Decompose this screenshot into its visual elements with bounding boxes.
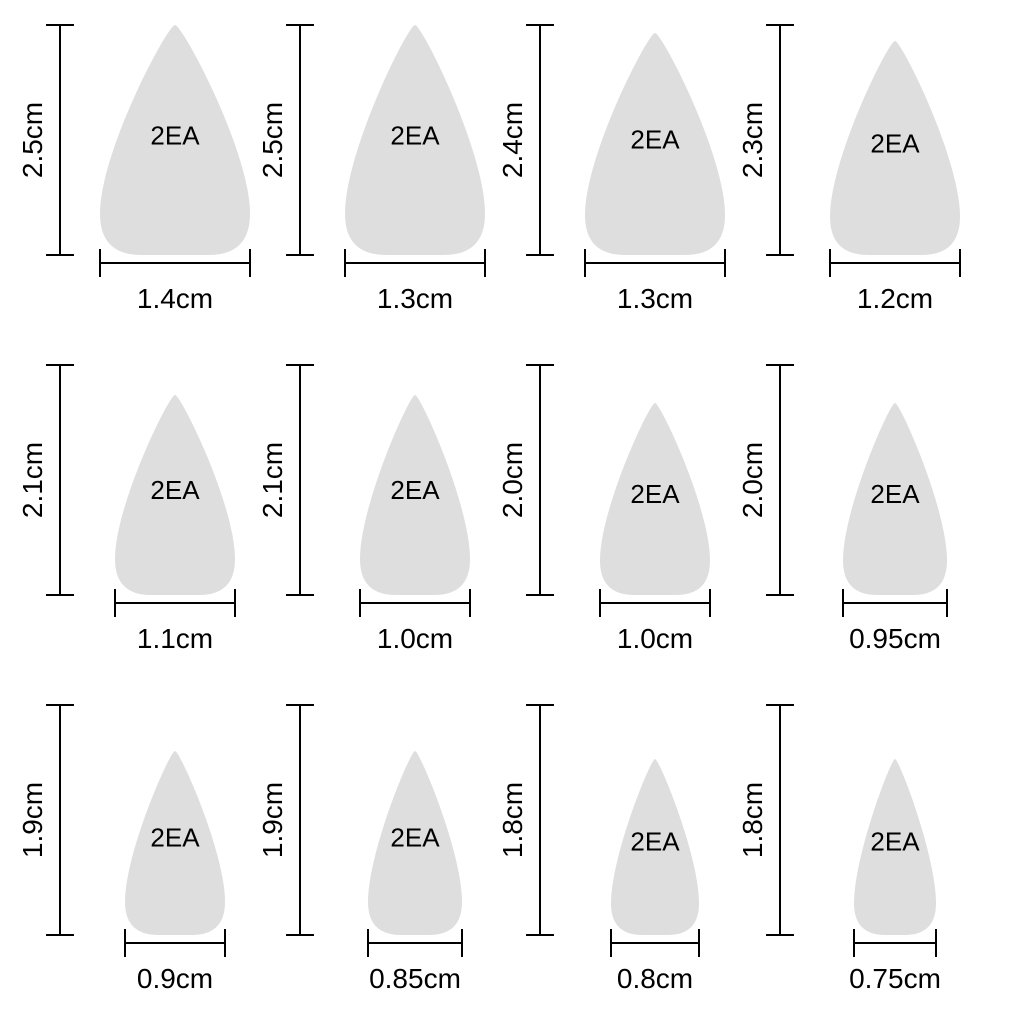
nail-code-label: 2EA <box>870 827 920 857</box>
nail-code-label: 2EA <box>150 823 200 853</box>
height-label: 2.4cm <box>497 102 528 178</box>
width-label: 0.75cm <box>849 963 941 994</box>
width-label: 1.0cm <box>377 623 453 654</box>
width-label: 0.8cm <box>617 963 693 994</box>
width-label: 0.95cm <box>849 623 941 654</box>
height-label: 2.3cm <box>737 102 768 178</box>
nail-code-label: 2EA <box>630 479 680 509</box>
width-label: 1.1cm <box>137 623 213 654</box>
height-label: 2.0cm <box>497 442 528 518</box>
nail-size-item: 2EA 2.4cm 1.3cm <box>497 25 725 314</box>
nail-size-item: 2EA 1.9cm 0.9cm <box>17 705 225 994</box>
nail-code-label: 2EA <box>390 823 440 853</box>
nail-size-item: 2EA 1.9cm 0.85cm <box>257 705 462 994</box>
height-label: 2.1cm <box>17 442 48 518</box>
nail-size-item: 2EA 1.8cm 0.75cm <box>737 705 941 994</box>
width-label: 1.3cm <box>617 283 693 314</box>
height-label: 2.1cm <box>257 442 288 518</box>
nail-code-label: 2EA <box>630 827 680 857</box>
height-label: 2.0cm <box>737 442 768 518</box>
width-label: 1.2cm <box>857 283 933 314</box>
nail-size-item: 2EA 2.5cm 1.4cm <box>17 25 250 314</box>
width-label: 1.0cm <box>617 623 693 654</box>
width-label: 1.3cm <box>377 283 453 314</box>
nail-size-item: 2EA 1.8cm 0.8cm <box>497 705 699 994</box>
nail-size-item: 2EA 2.5cm 1.3cm <box>257 25 485 314</box>
height-label: 1.9cm <box>257 782 288 858</box>
height-label: 2.5cm <box>257 102 288 178</box>
nail-code-label: 2EA <box>870 128 920 158</box>
nail-code-label: 2EA <box>390 121 440 151</box>
nail-size-item: 2EA 2.3cm 1.2cm <box>737 25 960 314</box>
nail-size-item: 2EA 2.1cm 1.1cm <box>17 365 235 654</box>
nail-size-item: 2EA 2.0cm 0.95cm <box>737 365 947 654</box>
height-label: 1.9cm <box>17 782 48 858</box>
nail-code-label: 2EA <box>150 121 200 151</box>
nail-code-label: 2EA <box>870 479 920 509</box>
nail-code-label: 2EA <box>630 124 680 154</box>
width-label: 0.85cm <box>369 963 461 994</box>
nail-size-item: 2EA 2.1cm 1.0cm <box>257 365 470 654</box>
nail-code-label: 2EA <box>150 475 200 505</box>
width-label: 0.9cm <box>137 963 213 994</box>
nail-size-item: 2EA 2.0cm 1.0cm <box>497 365 710 654</box>
height-label: 2.5cm <box>17 102 48 178</box>
height-label: 1.8cm <box>737 782 768 858</box>
height-label: 1.8cm <box>497 782 528 858</box>
nail-code-label: 2EA <box>390 475 440 505</box>
nail-size-chart: 2EA2.5cm1.4cm2EA2.5cm1.3cm2EA2.4cm1.3cm2… <box>0 0 1024 1024</box>
width-label: 1.4cm <box>137 283 213 314</box>
